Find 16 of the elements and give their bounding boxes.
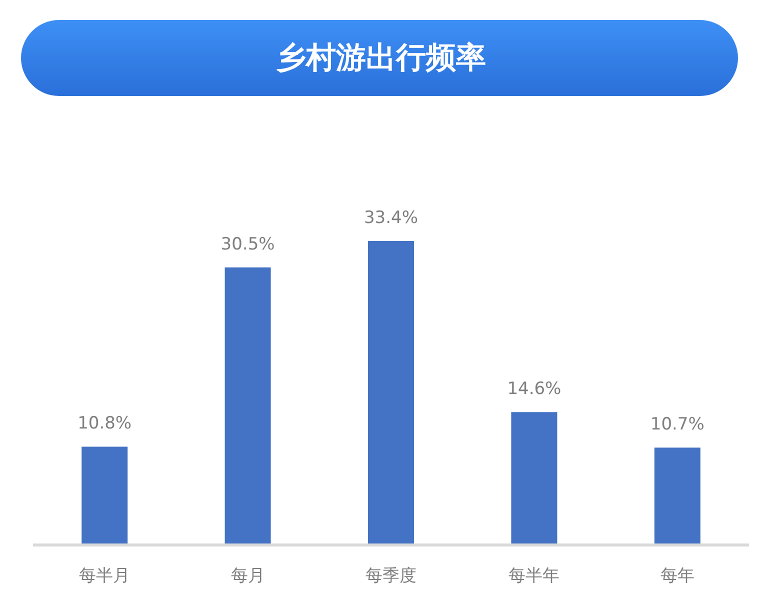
- bar: [368, 241, 414, 545]
- x-tick-label: 每季度: [366, 566, 416, 586]
- x-tick-label: 每半月: [79, 566, 130, 586]
- chart-title: 乡村游出行频率: [276, 40, 486, 76]
- x-tick-label: 每半年: [508, 566, 560, 586]
- bar: [224, 267, 271, 545]
- bar: [82, 446, 128, 545]
- data-label: 10.8%: [78, 414, 132, 434]
- data-label: 33.4%: [364, 208, 418, 228]
- x-tick-label: 每月: [230, 566, 265, 586]
- data-label: 10.7%: [650, 414, 704, 435]
- bar: [654, 448, 700, 545]
- data-label: 30.5%: [220, 234, 275, 254]
- data-label: 14.6%: [507, 379, 562, 400]
- bar: [511, 412, 558, 545]
- x-tick-label: 每年: [660, 566, 694, 586]
